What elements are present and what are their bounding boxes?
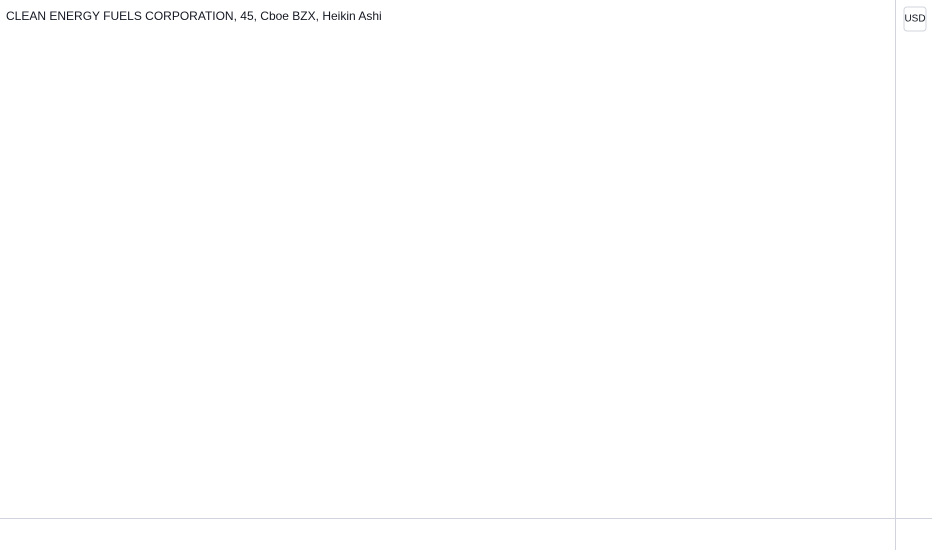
- chart-title: CLEAN ENERGY FUELS CORPORATION, 45, Cboe…: [6, 9, 382, 23]
- currency[interactable]: USD: [904, 14, 925, 25]
- currency-box[interactable]: [903, 6, 927, 32]
